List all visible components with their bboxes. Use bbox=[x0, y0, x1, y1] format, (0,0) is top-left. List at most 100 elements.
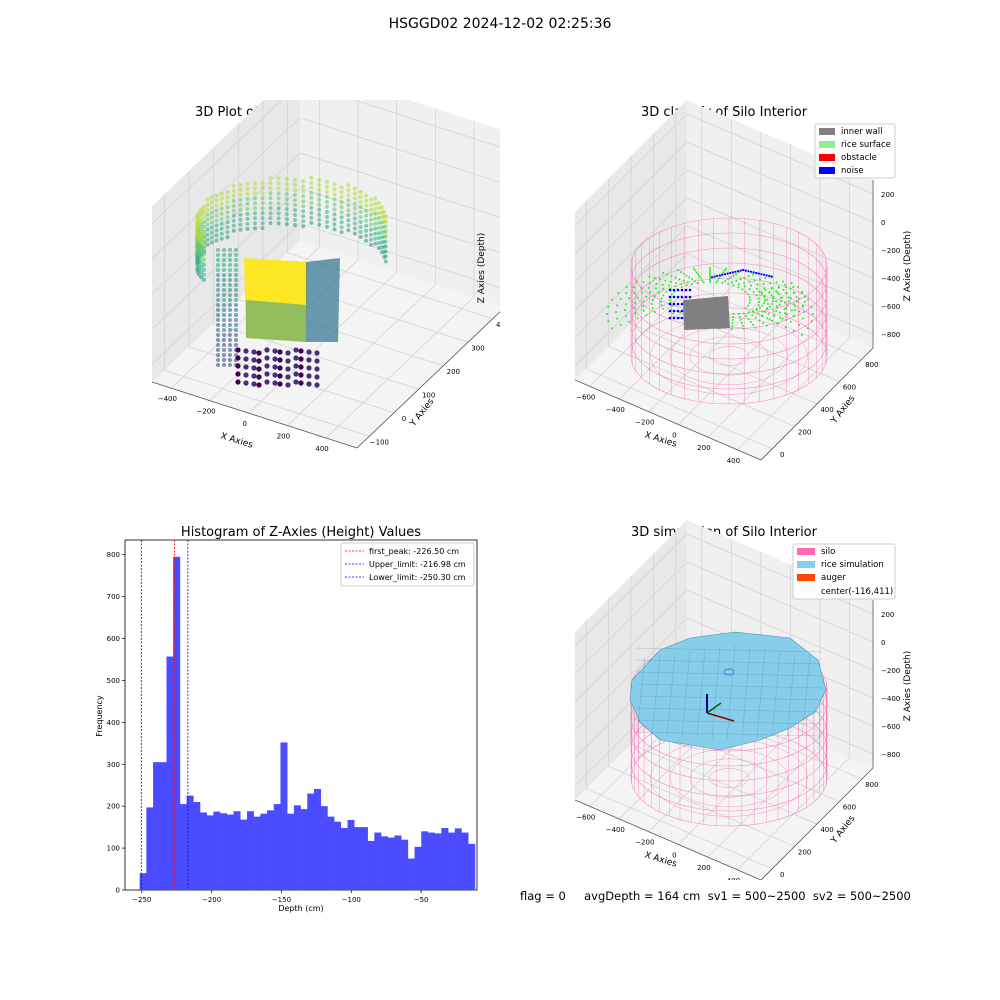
surface-mesh-line bbox=[635, 647, 823, 653]
z-tick-label: 200 bbox=[881, 191, 894, 199]
data-point bbox=[256, 382, 262, 388]
rice-surface-point bbox=[645, 295, 648, 298]
data-point bbox=[382, 254, 387, 259]
x-axis-label: X Axies bbox=[219, 431, 254, 450]
data-point bbox=[222, 323, 226, 327]
data-point bbox=[276, 211, 281, 216]
data-point bbox=[219, 221, 224, 226]
x-tick-label: 400 bbox=[727, 457, 740, 465]
data-point bbox=[234, 303, 238, 307]
data-point bbox=[238, 187, 243, 192]
rice-surface-point bbox=[732, 274, 735, 277]
data-point bbox=[364, 228, 369, 233]
silo-floor-ring bbox=[709, 768, 749, 788]
data-point bbox=[222, 358, 226, 362]
data-point bbox=[268, 216, 273, 221]
data-point bbox=[352, 231, 357, 236]
data-point bbox=[260, 211, 265, 216]
data-point bbox=[216, 333, 220, 337]
data-point bbox=[243, 364, 249, 370]
histogram-bar bbox=[307, 793, 315, 890]
z-axis-label: Z Axies (Depth) bbox=[903, 651, 913, 722]
data-point bbox=[276, 196, 281, 201]
rice-surface-point bbox=[763, 299, 766, 302]
data-point bbox=[346, 223, 351, 228]
data-point bbox=[253, 186, 257, 191]
data-point bbox=[325, 189, 329, 194]
rice-surface-point bbox=[735, 272, 738, 275]
data-point bbox=[216, 248, 220, 252]
rice-surface-point bbox=[741, 288, 744, 291]
inner-wall-mark bbox=[683, 296, 730, 330]
histogram-bar bbox=[280, 742, 288, 890]
data-point bbox=[369, 227, 373, 232]
data-point bbox=[234, 283, 238, 287]
rice-surface-point bbox=[642, 300, 645, 303]
data-point bbox=[216, 268, 220, 272]
rice-surface-point bbox=[625, 303, 627, 306]
rice-surface-point bbox=[666, 273, 669, 276]
data-point bbox=[216, 358, 220, 362]
rice-surface-point bbox=[798, 324, 801, 326]
rice-surface-point bbox=[709, 275, 711, 277]
rice-surface-point bbox=[747, 293, 749, 296]
rice-surface-point bbox=[727, 283, 730, 285]
rice-surface-point bbox=[810, 305, 813, 308]
histogram-bar bbox=[401, 839, 409, 890]
data-point bbox=[216, 298, 220, 302]
data-point bbox=[376, 236, 381, 240]
data-point bbox=[352, 221, 357, 226]
rice-surface-point bbox=[686, 281, 689, 284]
data-point bbox=[201, 277, 206, 282]
rice-surface-point bbox=[771, 300, 774, 303]
data-point bbox=[317, 192, 322, 197]
rice-surface-point bbox=[803, 311, 805, 313]
legend-label: auger bbox=[821, 573, 846, 583]
rice-surface-point bbox=[784, 283, 787, 286]
legend-swatch-silo bbox=[797, 548, 815, 555]
data-point bbox=[225, 200, 230, 205]
data-point bbox=[245, 226, 250, 231]
y-tick-label: 500 bbox=[107, 677, 120, 685]
data-point bbox=[234, 318, 238, 322]
data-point bbox=[238, 207, 243, 212]
data-point bbox=[216, 253, 220, 257]
z-tick-label: −400 bbox=[881, 695, 900, 703]
rice-surface-point bbox=[801, 290, 804, 293]
rice-surface-point bbox=[747, 311, 750, 314]
grid-line bbox=[164, 369, 370, 437]
rice-surface-point bbox=[731, 325, 734, 327]
legend-swatch-obstacle bbox=[819, 154, 835, 161]
rice-surface-point bbox=[776, 291, 779, 294]
silo-ring bbox=[630, 307, 828, 405]
data-point bbox=[219, 201, 224, 206]
legend-swatch-rice-simulation bbox=[797, 561, 815, 568]
data-point bbox=[364, 213, 369, 218]
data-point bbox=[325, 214, 329, 219]
rice-surface-point bbox=[747, 318, 750, 321]
rice-surface-point bbox=[752, 323, 755, 326]
rice-surface-point bbox=[758, 301, 760, 303]
grid-line bbox=[574, 533, 688, 647]
data-point bbox=[332, 207, 337, 212]
data-point bbox=[376, 231, 381, 235]
rice-surface-point bbox=[645, 314, 648, 317]
noise-point bbox=[768, 274, 771, 278]
data-point bbox=[209, 210, 214, 215]
data-point bbox=[317, 187, 322, 192]
histogram-bar bbox=[146, 807, 154, 890]
rice-surface-point bbox=[762, 322, 765, 325]
rice-surface-point bbox=[697, 273, 700, 276]
data-point bbox=[346, 218, 351, 223]
rice-surface-point bbox=[768, 305, 771, 308]
data-point bbox=[222, 338, 226, 342]
x-tick-label: −200 bbox=[635, 839, 654, 847]
data-point bbox=[209, 240, 214, 245]
y-tick-label: 200 bbox=[798, 848, 811, 856]
data-point bbox=[369, 202, 373, 207]
figure-title: HSGGD02 2024-12-02 02:25:36 bbox=[388, 16, 612, 32]
silo-floor-ring bbox=[689, 336, 769, 376]
data-point bbox=[268, 211, 273, 216]
rice-surface-point bbox=[688, 276, 691, 279]
data-point bbox=[202, 219, 207, 224]
